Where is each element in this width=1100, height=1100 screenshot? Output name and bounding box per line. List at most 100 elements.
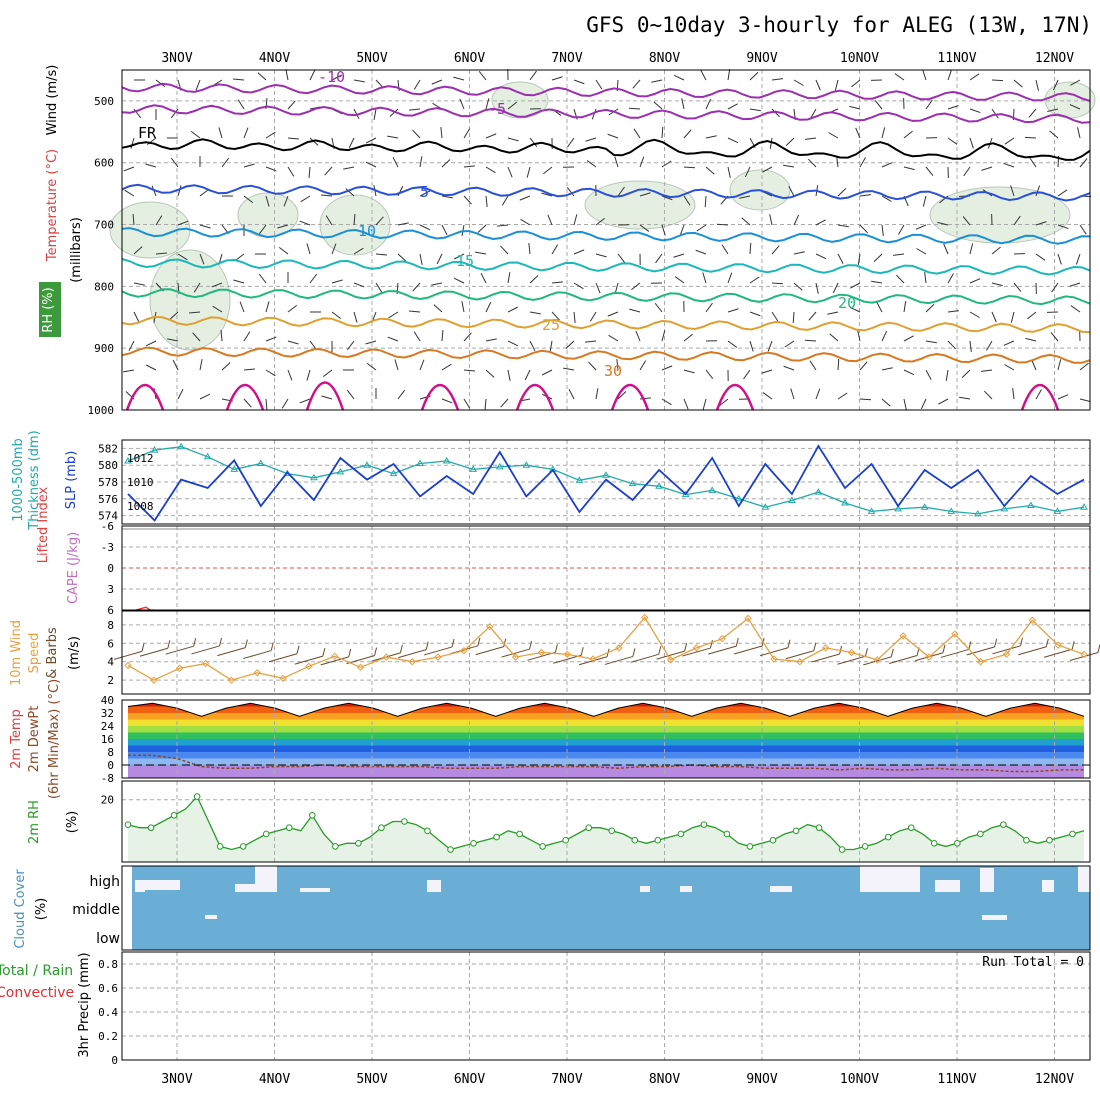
wind-barb xyxy=(983,390,993,400)
wind-barb xyxy=(243,127,249,139)
rh-point xyxy=(562,836,569,844)
wind-barb xyxy=(285,69,289,81)
wind-barb xyxy=(123,369,135,373)
wind-barb xyxy=(793,251,805,255)
thickness-point xyxy=(1080,503,1088,510)
wind-barb xyxy=(981,369,993,372)
date-tick-label: 6NOV xyxy=(454,51,485,66)
wind-barb xyxy=(551,244,559,255)
date-tick-label: 12NOV xyxy=(1035,1072,1074,1087)
wind-barb xyxy=(684,643,688,652)
wind-barb xyxy=(554,644,558,653)
wind-barb xyxy=(588,361,597,371)
wind-barb xyxy=(1035,389,1042,400)
wind-speed-point xyxy=(486,622,494,631)
y-tick-label: 2 xyxy=(107,674,114,687)
wind-barb xyxy=(857,330,861,342)
wind-barb xyxy=(1018,646,1047,656)
wind-barb xyxy=(771,282,784,285)
wind-barb xyxy=(966,646,995,656)
wind-barb xyxy=(661,398,672,406)
rh-point xyxy=(907,824,915,832)
wind-barb xyxy=(727,137,739,144)
wind-barb xyxy=(614,282,619,294)
wind-barb xyxy=(809,360,817,371)
axis-label: Speed xyxy=(27,633,42,674)
wind-speed-point xyxy=(1028,616,1037,624)
wind-barb xyxy=(541,369,553,376)
y-tick-label: 6 xyxy=(107,604,114,617)
thickness-point xyxy=(894,504,902,512)
wind-barb xyxy=(1057,189,1068,197)
wind-barb xyxy=(1027,311,1037,320)
axis-label: RH (%) xyxy=(41,287,56,332)
wind-barb xyxy=(399,644,403,654)
axis-label: (m/s) xyxy=(67,636,82,670)
date-axis-bottom: 3NOV 4NOV 5NOV 6NOV 7NOV 8NOV 9NOV 10NOV 11NOV 12… xyxy=(161,1072,1074,1087)
rh-point xyxy=(447,846,454,853)
isotherm-label: 10 xyxy=(358,222,376,240)
wind-barb xyxy=(478,71,487,81)
wind-barb xyxy=(477,637,481,646)
wind-barb xyxy=(299,220,311,226)
wind-barb xyxy=(529,340,536,352)
rh-point xyxy=(677,830,685,838)
wind-barb xyxy=(639,397,651,400)
wind-barb xyxy=(903,369,915,376)
cloud-level-label: middle xyxy=(72,902,120,918)
wind-speed-point xyxy=(408,658,416,666)
wind-barb xyxy=(397,253,407,262)
wind-speed-point xyxy=(770,655,778,663)
wind-barb xyxy=(306,243,311,255)
wind-barb xyxy=(324,166,333,176)
wind-barb xyxy=(480,272,487,284)
wind-barb xyxy=(810,108,817,119)
wind-barb xyxy=(1079,362,1089,371)
panel-frame xyxy=(121,865,1091,951)
wind-barb xyxy=(507,306,519,313)
wind-barb xyxy=(871,280,883,284)
wind-barb xyxy=(632,79,641,89)
wind-barb xyxy=(365,137,377,144)
thickness-point xyxy=(256,459,265,467)
wind-barb xyxy=(309,69,316,81)
wind-barb xyxy=(829,333,839,342)
wind-barb xyxy=(1050,332,1059,342)
axis-label: (6hr Min/Max) (°C) xyxy=(47,679,62,799)
wind-barb xyxy=(947,137,958,145)
wind-barb xyxy=(192,332,201,342)
cloud-gap xyxy=(235,884,255,892)
y-tick-label: -3 xyxy=(101,541,114,554)
wind-speed-point xyxy=(460,646,468,655)
axis-label: Thickness (dm) xyxy=(27,430,42,530)
wind-barb xyxy=(705,369,714,379)
axis-label: (%) xyxy=(34,898,49,921)
wind-barb xyxy=(1057,359,1062,371)
date-tick-label: 11NOV xyxy=(937,1072,976,1087)
wind-barb xyxy=(595,282,601,294)
axis-label: 10m Wind xyxy=(9,620,24,686)
wind-barb xyxy=(257,72,267,81)
isotherm-label: 5 xyxy=(420,183,429,201)
y-tick-label: 6 xyxy=(107,637,114,650)
wind-barb xyxy=(661,195,673,201)
wind-barb xyxy=(441,159,451,168)
temp-band xyxy=(128,739,1084,746)
wind-barb xyxy=(1044,648,1073,658)
wind-barb xyxy=(1012,388,1015,400)
rh-point xyxy=(631,836,639,844)
wind-speed-point xyxy=(434,653,442,661)
y-tick-label: 0.6 xyxy=(98,982,118,995)
wind-barb xyxy=(519,195,531,201)
date-tick-label: 4NOV xyxy=(259,1072,290,1087)
wind-barb xyxy=(419,190,431,197)
temp-band xyxy=(128,752,1084,759)
cloud-level-label: low xyxy=(96,931,120,947)
temp-band xyxy=(128,719,1084,726)
wind-barb xyxy=(348,137,355,149)
thickness-point xyxy=(920,503,929,510)
wind-speed-point xyxy=(899,632,907,640)
wind-barb xyxy=(1013,79,1023,88)
wind-speed-point xyxy=(821,644,830,652)
